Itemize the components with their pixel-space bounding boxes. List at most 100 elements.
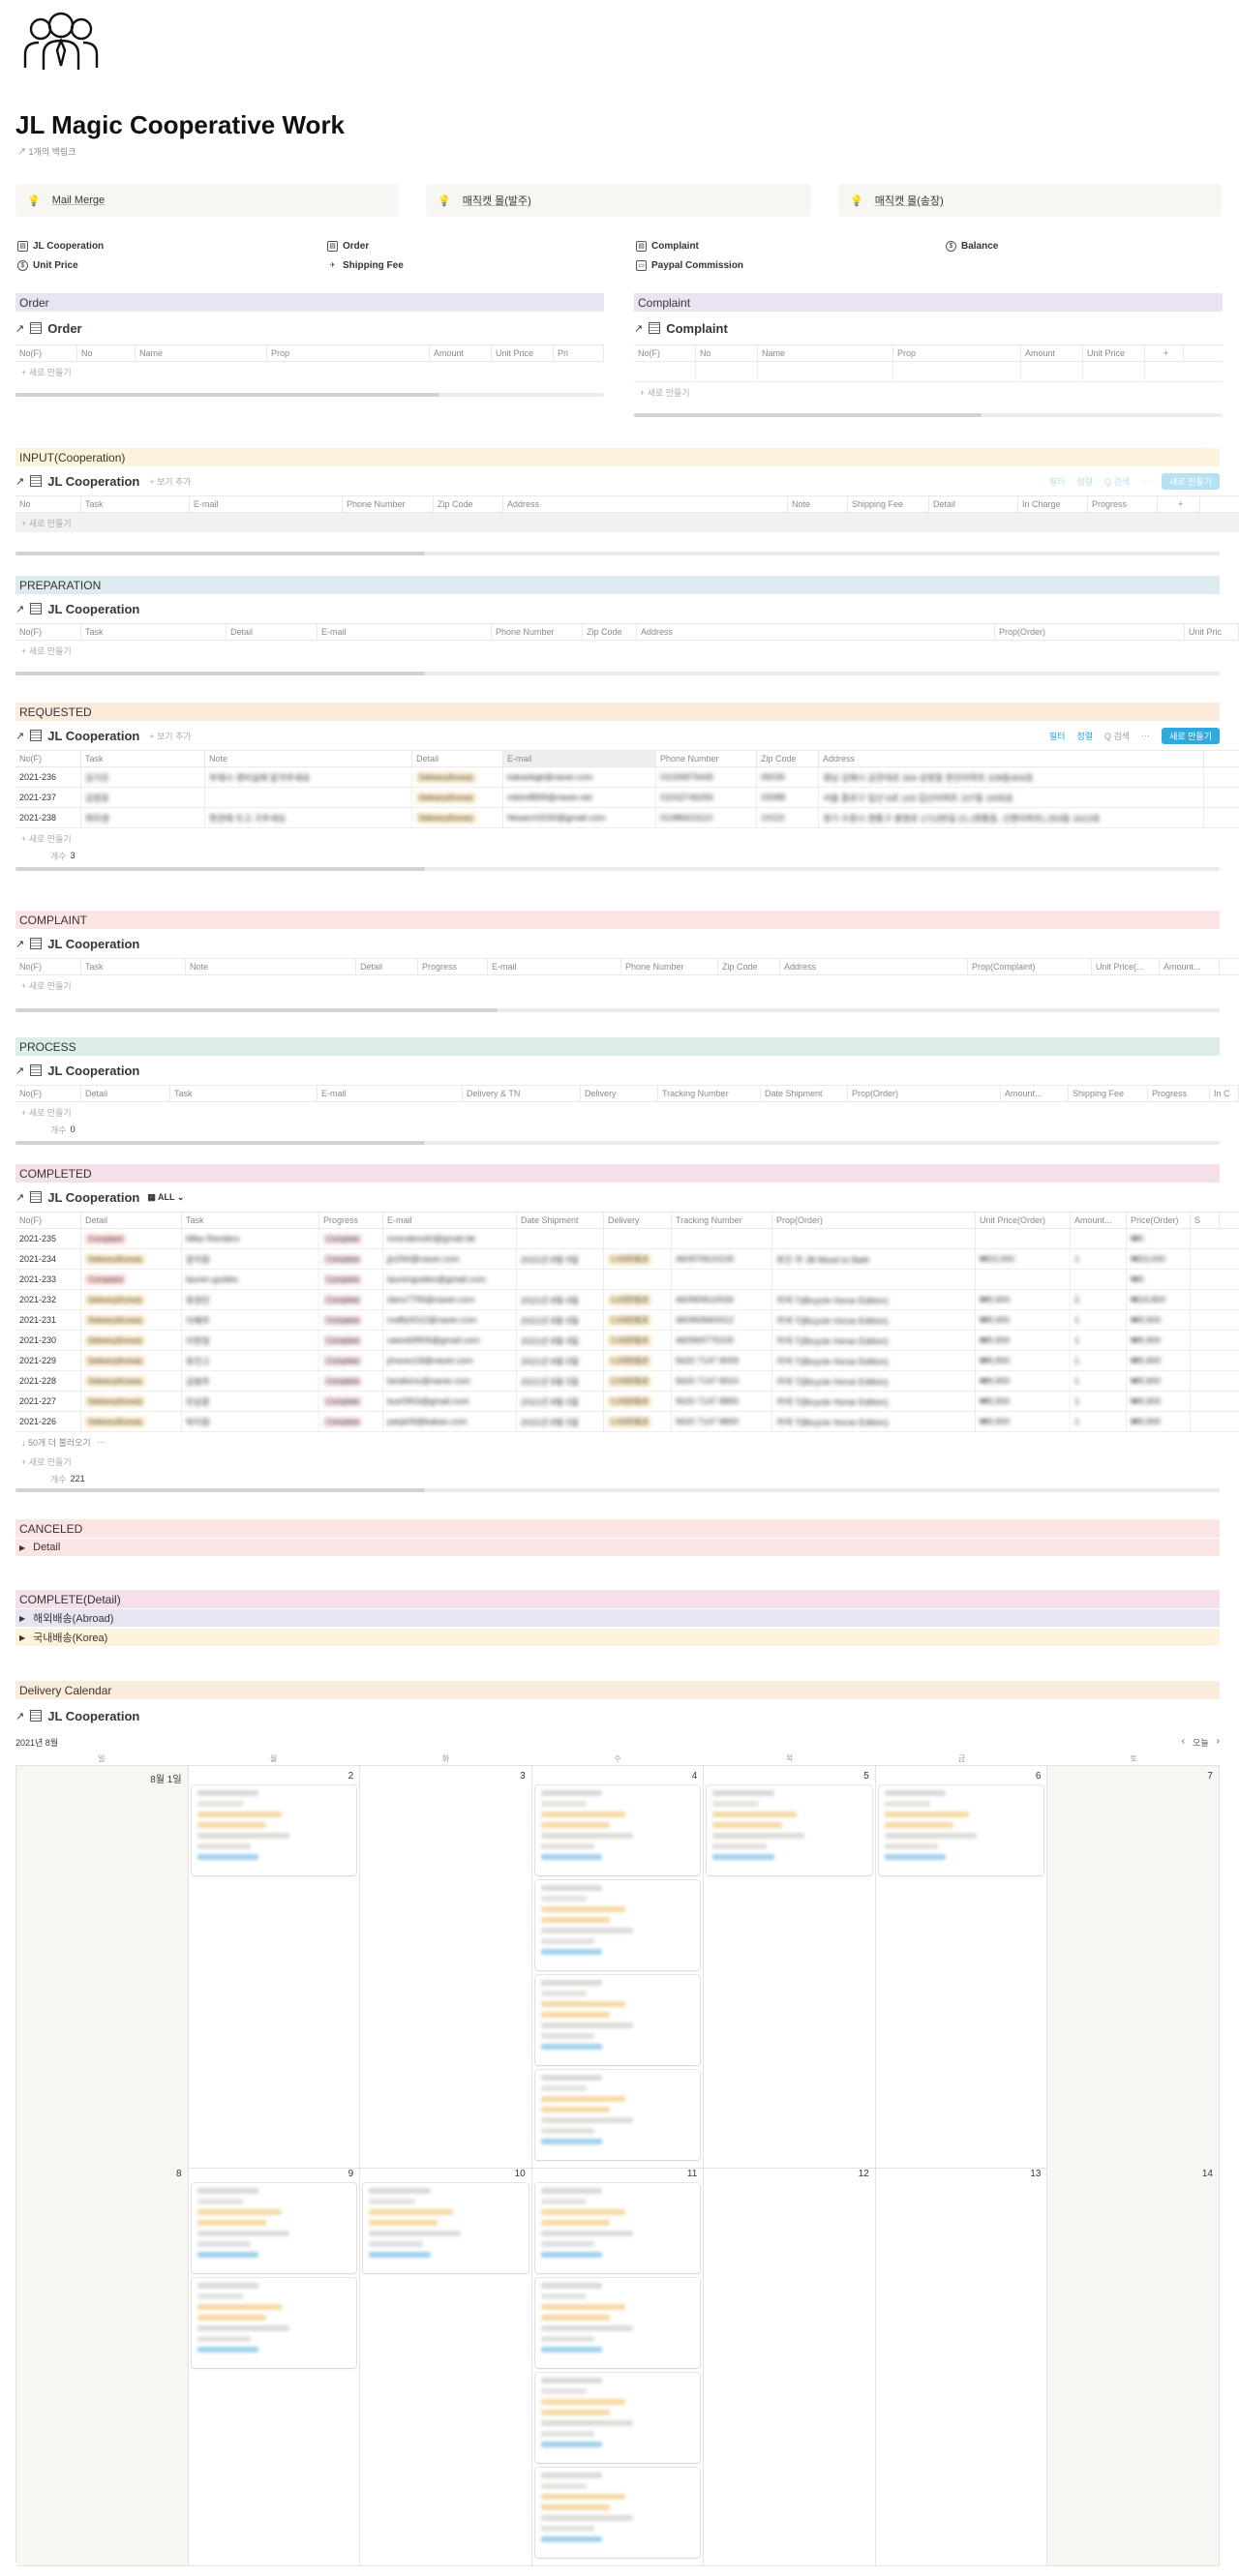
column-header[interactable]: Task (170, 1086, 317, 1101)
cell-detail[interactable]: Delivery(Korea) (412, 808, 503, 827)
calendar-card[interactable] (191, 2278, 357, 2368)
cell-email[interactable]: laurenguides@gmail.com (383, 1270, 517, 1289)
calendar-card[interactable] (191, 2183, 357, 2273)
cell-task[interactable]: Mike Renders (182, 1229, 319, 1248)
cell-task[interactable]: 김가은 (81, 767, 205, 787)
cell-no[interactable]: 2021-238 (15, 808, 81, 827)
cell-no[interactable]: 2021-230 (15, 1331, 81, 1350)
cell-address[interactable]: 경기 수원시 영통구 봉영로 1713번길 21 (영통동, 신명아파트) 25… (819, 808, 1204, 827)
column-header[interactable]: Address (503, 496, 788, 512)
column-header[interactable]: Unit Price(... (1092, 959, 1160, 974)
calendar-card[interactable] (707, 1785, 872, 1875)
cell-phone[interactable]: 01032746255 (656, 788, 757, 807)
cell-zip[interactable]: 06035 (757, 767, 819, 787)
cell-note[interactable]: 부재시 경비실에 맡겨주세요 (205, 767, 412, 787)
cell-price[interactable]: ₩9,900 (1127, 1310, 1191, 1330)
column-header[interactable]: Progress (418, 959, 488, 974)
calendar-day-cell[interactable]: 5 (704, 1766, 876, 2169)
column-header[interactable]: Progress (1148, 1086, 1210, 1101)
cell-no[interactable]: 2021-227 (15, 1392, 81, 1411)
toggle-abroad[interactable]: ▶ 해외배송(Abroad) (15, 1609, 1220, 1627)
callout-mail-merge[interactable]: 💡 Mail Merge (15, 184, 399, 217)
cell-price[interactable]: ₩9,900 (1127, 1331, 1191, 1350)
column-header[interactable]: Task (81, 496, 190, 512)
table-row-empty[interactable] (634, 362, 1223, 382)
column-header[interactable]: Phone Number (656, 751, 757, 766)
cell-delivery[interactable]: CJ대한통운 (604, 1392, 672, 1411)
calendar-card[interactable] (878, 1785, 1044, 1875)
calendar-day-cell[interactable]: 12 (704, 2164, 876, 2566)
link-balance[interactable]: $ Balance (946, 238, 998, 254)
cell-date[interactable] (517, 1270, 604, 1289)
column-header[interactable]: In Charge (1018, 496, 1088, 512)
column-header[interactable]: Detail (412, 751, 503, 766)
cell-detail[interactable]: Delivery(Korea) (81, 1412, 182, 1431)
cell-price[interactable]: ₩0 (1127, 1270, 1191, 1289)
search-button[interactable]: Q 검색 (1104, 476, 1131, 487)
cell-progress[interactable]: Complete (319, 1229, 383, 1248)
cell-prop[interactable]: 커넥 T(Bicycle Horse Edition) (772, 1371, 976, 1391)
column-header[interactable]: Amount (1021, 345, 1083, 361)
column-header[interactable]: Detail (227, 624, 317, 640)
process-db-title[interactable]: ↗ JL Cooperation (15, 1063, 140, 1078)
calendar-card[interactable] (534, 2278, 701, 2368)
cell-amount[interactable]: 1 (1071, 1412, 1127, 1431)
horizontal-scrollbar[interactable] (15, 552, 1220, 555)
cell-amount[interactable] (1071, 1229, 1127, 1248)
column-header[interactable]: Zip Code (757, 751, 819, 766)
column-header[interactable]: In C (1210, 1086, 1239, 1101)
link-paypal-commission[interactable]: ▭ Paypal Commission (636, 257, 743, 273)
cell-detail[interactable]: Complaint (81, 1270, 182, 1289)
column-header[interactable]: Tracking Number (672, 1213, 772, 1228)
horizontal-scrollbar[interactable] (634, 413, 1223, 417)
calendar-day-cell[interactable]: 13 (875, 2164, 1048, 2566)
link-order[interactable]: ▤ Order (327, 238, 369, 254)
cell-email[interactable]: hkwarm3150@gmail.com (503, 808, 656, 827)
cell-amount[interactable]: 1 (1071, 1310, 1127, 1330)
column-header[interactable]: Prop(Complaint) (968, 959, 1092, 974)
cell-email[interactable]: parja09@kakao.com (383, 1412, 517, 1431)
calendar-day-cell[interactable]: 6 (875, 1766, 1048, 2169)
column-header[interactable]: Amount... (1001, 1086, 1069, 1101)
cell-date[interactable]: 2021년 8월 9일 (517, 1310, 604, 1330)
column-header[interactable]: Prop(Order) (848, 1086, 1001, 1101)
column-header[interactable]: Task (182, 1213, 319, 1228)
column-header[interactable]: Task (81, 624, 227, 640)
column-header[interactable]: Amount... (1071, 1213, 1127, 1228)
column-header[interactable]: Name (136, 345, 267, 361)
cell-unit-price[interactable] (976, 1270, 1071, 1289)
cell-detail[interactable]: Delivery(Korea) (412, 788, 503, 807)
calendar-card[interactable] (534, 1975, 701, 2065)
callout-invoice-mall[interactable]: 💡 매직캣 몰(송장) (838, 184, 1222, 217)
calendar-card[interactable] (191, 1785, 357, 1875)
cell-date[interactable]: 2021년 8월 5일 (517, 1371, 604, 1391)
column-header[interactable]: Address (819, 751, 1204, 766)
cell-date[interactable]: 2021년 8월 5일 (517, 1412, 604, 1431)
column-header[interactable]: Unit Pric (1185, 624, 1239, 640)
cell-prop[interactable]: 커넥 T(Bicycle Horse Edition) (772, 1392, 976, 1411)
cell-date[interactable]: 2021년 8월 5일 (517, 1392, 604, 1411)
cell-task[interactable]: 유정민 (182, 1290, 319, 1309)
cell-tracking[interactable]: 460969775100 (672, 1331, 772, 1350)
cell-task[interactable]: 이혜주 (182, 1310, 319, 1330)
column-header[interactable]: Unit Price (1083, 345, 1145, 361)
cell-delivery[interactable]: CJ대한통운 (604, 1290, 672, 1309)
input-db-title[interactable]: ↗ JL Cooperation + 보기 추가 (15, 473, 192, 489)
cell-tracking[interactable]: 460970610105 (672, 1249, 772, 1269)
cell-price[interactable]: ₩9,900 (1127, 1412, 1191, 1431)
new-row-button[interactable]: + 새로 만들기 (21, 645, 72, 656)
table-row[interactable]: 2021-229 Delivery(Korea) 유진고 Complete jinsos… (15, 1351, 1239, 1371)
table-row[interactable]: 2021-234 Delivery(Korea) 장지원 Complete jjn294… (15, 1249, 1239, 1270)
cell-date[interactable] (517, 1229, 604, 1248)
column-header[interactable]: Date Shipment (761, 1086, 848, 1101)
column-header[interactable]: Unit Price (492, 345, 554, 361)
column-header[interactable]: S (1191, 1213, 1220, 1228)
cell-unit-price[interactable] (976, 1229, 1071, 1248)
cell-no[interactable]: 2021-226 (15, 1412, 81, 1431)
cell-email[interactable]: dans7799@naver.com (383, 1290, 517, 1309)
cell-price[interactable]: ₩19,800 (1127, 1290, 1191, 1309)
column-header[interactable]: Delivery (581, 1086, 658, 1101)
column-header[interactable]: Phone Number (621, 959, 718, 974)
column-header[interactable]: Detail (81, 1213, 182, 1228)
table-row[interactable]: 2021-230 Delivery(Korea) 이현정 Complete vaiss6… (15, 1331, 1239, 1351)
